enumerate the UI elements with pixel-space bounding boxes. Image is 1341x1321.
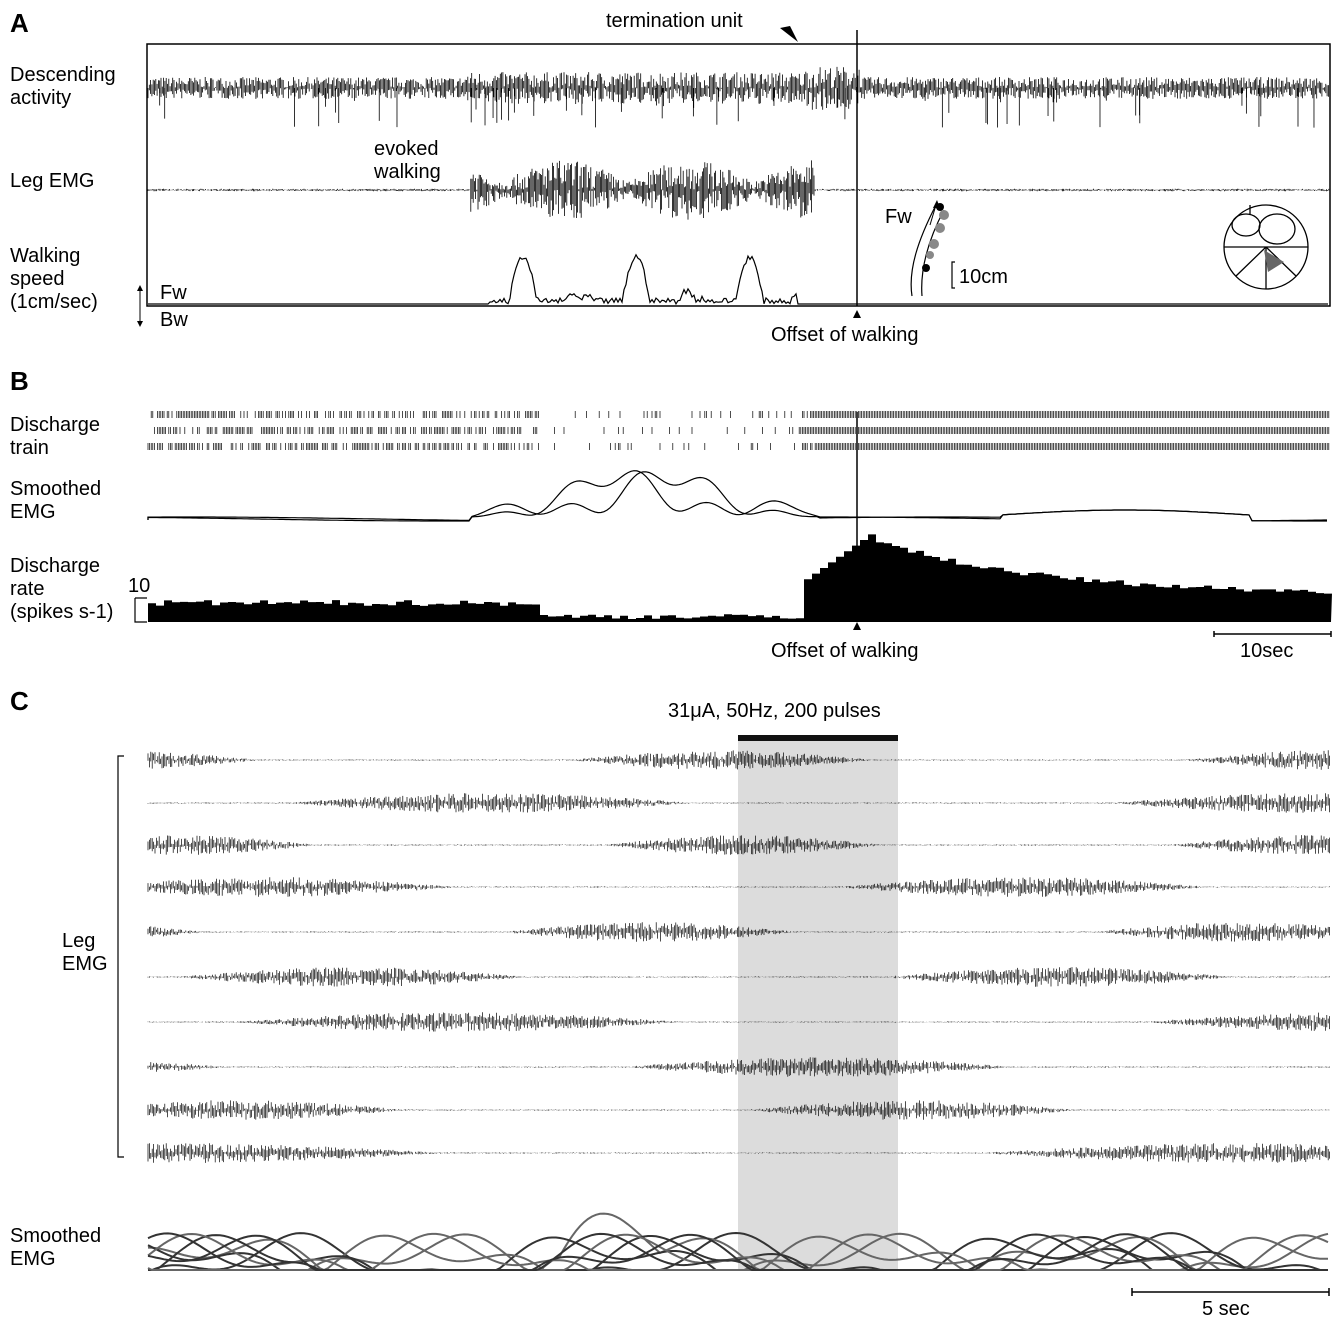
panel-a-traces bbox=[147, 66, 1330, 306]
descending-spikes bbox=[159, 88, 1315, 128]
rate-label-2: rate bbox=[10, 578, 45, 600]
time-scale-c-label: 5 sec bbox=[1202, 1298, 1250, 1320]
bw-arrow bbox=[137, 321, 143, 327]
descending-activity-trace bbox=[147, 66, 1329, 110]
bw-label: Bw bbox=[160, 309, 188, 331]
smoothed-emg-label-b-1: Smoothed bbox=[10, 478, 102, 500]
panel-b-traces bbox=[147, 411, 1332, 622]
panel-a-frame bbox=[146, 43, 1331, 307]
evoked-label-2: walking bbox=[374, 161, 441, 183]
leg-emg-trace-c bbox=[147, 877, 1330, 897]
brain-schematic bbox=[1223, 204, 1309, 290]
smoothed-emg-b bbox=[147, 471, 1327, 522]
fw-label: Fw bbox=[160, 282, 187, 304]
stimulation-bar bbox=[738, 735, 898, 741]
leg-emg-label-c-2: EMG bbox=[62, 953, 108, 975]
smoothed-emg-label-c-2: EMG bbox=[10, 1248, 56, 1270]
rate-label-1: Discharge bbox=[10, 555, 101, 577]
time-scale-b-label: 10sec bbox=[1240, 640, 1294, 662]
inset-scale-bar bbox=[951, 261, 955, 289]
panel-label-b: B bbox=[10, 366, 29, 396]
leg-emg-trace-c bbox=[147, 793, 1330, 813]
walking-speed-trace bbox=[148, 253, 1328, 306]
leg-emg-trace-c bbox=[147, 1012, 1330, 1032]
descending-label-2: activity bbox=[10, 87, 72, 109]
leg-emg-trace-a bbox=[147, 160, 1330, 220]
leg-emg-trace-c bbox=[147, 835, 1330, 855]
leg-emg-label-c-1: Leg bbox=[62, 930, 96, 952]
leg-emg-trace-c bbox=[147, 1057, 1330, 1077]
fw-arrow bbox=[137, 285, 143, 291]
offset-walking-label-b: Offset of walking bbox=[771, 640, 919, 662]
rate-label-3: (spikes s-1) bbox=[10, 601, 114, 623]
time-scale-bar-b bbox=[1213, 631, 1332, 637]
panel-label-c: C bbox=[10, 686, 29, 716]
evoked-label-1: evoked bbox=[374, 138, 439, 160]
panel-c-traces bbox=[147, 750, 1330, 1271]
leg-emg-trace-c bbox=[147, 750, 1330, 770]
rate-scale-bar bbox=[134, 597, 147, 623]
panel-label-a: A bbox=[10, 8, 29, 38]
leg-emg-trace-c bbox=[147, 967, 1330, 987]
discharge-train-row bbox=[147, 443, 1330, 450]
offset-marker-a bbox=[853, 310, 861, 318]
leg-emg-trace-c bbox=[147, 922, 1330, 942]
time-scale-bar-c bbox=[1131, 1288, 1330, 1296]
discharge-train-label-2: train bbox=[10, 437, 49, 459]
discharge-train-row bbox=[150, 411, 1330, 418]
leg-emg-trace-c bbox=[147, 1143, 1330, 1163]
speed-label-3: (1cm/sec) bbox=[10, 291, 98, 313]
termination-unit-label: termination unit bbox=[606, 10, 743, 32]
offset-marker-b bbox=[853, 622, 861, 630]
inset-fw-label: Fw bbox=[885, 206, 912, 228]
rate-scale-label: 10 bbox=[128, 575, 151, 597]
termination-arrowhead bbox=[780, 26, 798, 42]
descending-label-1: Descending bbox=[10, 64, 116, 86]
leg-emg-trace-c bbox=[147, 1100, 1330, 1120]
walking-path-inset bbox=[910, 200, 949, 297]
smoothed-emg-c bbox=[147, 1233, 1328, 1271]
leg-emg-label-a: Leg EMG bbox=[10, 170, 95, 192]
stimulus-label: 31μA, 50Hz, 200 pulses bbox=[668, 700, 881, 722]
discharge-train-label-1: Discharge bbox=[10, 414, 101, 436]
smoothed-emg-b bbox=[147, 470, 1327, 522]
smoothed-emg-label-b-2: EMG bbox=[10, 501, 56, 523]
speed-label-2: speed bbox=[10, 268, 65, 290]
discharge-rate-histogram bbox=[148, 534, 1332, 622]
speed-label-1: Walking bbox=[10, 245, 81, 267]
stimulation-shade bbox=[738, 740, 898, 1270]
offset-walking-label-a: Offset of walking bbox=[771, 324, 919, 346]
discharge-train-row bbox=[154, 427, 1330, 434]
smoothed-emg-label-c-1: Smoothed bbox=[10, 1225, 102, 1247]
leg-emg-bracket bbox=[117, 755, 124, 1158]
inset-scale-label: 10cm bbox=[959, 266, 1008, 288]
